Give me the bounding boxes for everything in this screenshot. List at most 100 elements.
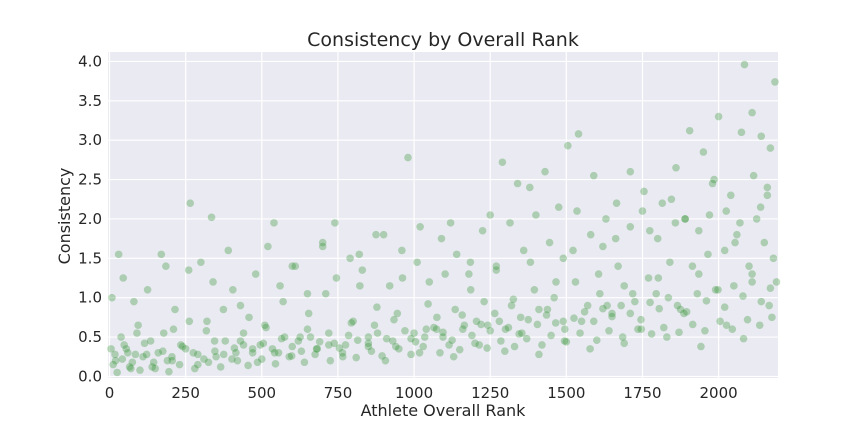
data-point [262, 323, 270, 332]
data-point [364, 342, 373, 351]
data-point [419, 342, 428, 351]
data-point [516, 313, 525, 322]
data-point [769, 254, 778, 263]
data-point [117, 333, 125, 341]
data-point [441, 270, 449, 278]
data-point [564, 141, 572, 150]
data-point [372, 230, 380, 239]
data-point [509, 295, 518, 304]
data-point [637, 315, 645, 324]
data-point [533, 320, 542, 329]
data-point [626, 309, 635, 318]
data-point [335, 344, 344, 352]
data-point [127, 364, 135, 373]
y-tick-label: 2.0 [78, 210, 102, 228]
data-point [561, 325, 569, 333]
data-point [221, 337, 230, 345]
data-point [118, 355, 127, 363]
data-point [524, 315, 533, 324]
data-point [169, 325, 178, 333]
data-point [681, 215, 689, 223]
data-point [233, 356, 242, 365]
data-point [297, 347, 306, 356]
data-point [451, 305, 459, 314]
data-point [432, 325, 441, 333]
data-point [733, 230, 741, 239]
data-point [680, 309, 688, 318]
data-point [772, 278, 781, 286]
data-point [631, 297, 639, 306]
data-point [640, 187, 648, 196]
data-point [311, 350, 319, 359]
data-point [466, 286, 475, 294]
data-point [570, 314, 578, 322]
data-point [652, 289, 660, 298]
data-point [239, 329, 248, 337]
data-point [515, 330, 523, 338]
data-point [766, 284, 775, 293]
data-point [163, 356, 172, 365]
data-point [212, 352, 220, 361]
data-point [315, 337, 324, 346]
grid-lines [108, 52, 778, 378]
data-point [108, 293, 116, 302]
data-point [131, 350, 140, 359]
data-point [123, 349, 132, 357]
data-point [574, 130, 583, 138]
data-point [279, 297, 287, 306]
data-point [586, 345, 594, 353]
data-point [401, 326, 409, 335]
data-point [411, 337, 420, 346]
data-point [219, 350, 228, 359]
data-point [140, 339, 149, 348]
data-point [525, 183, 534, 192]
data-point [599, 304, 607, 313]
data-point [268, 345, 277, 353]
data-point [288, 342, 297, 351]
data-point [603, 301, 611, 310]
data-point [347, 319, 356, 327]
data-point [200, 355, 208, 363]
x-tick-label: 1750 [623, 384, 661, 402]
data-point [644, 274, 653, 282]
data-point [755, 321, 764, 330]
data-point [757, 297, 766, 306]
data-point [530, 286, 539, 294]
data-point [390, 315, 398, 324]
x-tick-label: 0 [105, 384, 115, 402]
data-point [620, 282, 629, 290]
data-point [532, 211, 540, 219]
data-point [710, 175, 718, 184]
data-point [415, 349, 424, 357]
data-point [398, 246, 406, 255]
x-tick-label: 250 [171, 384, 200, 402]
data-point [398, 274, 407, 282]
data-point [410, 329, 418, 337]
data-point [439, 328, 447, 337]
data-point [422, 325, 431, 333]
data-point [702, 297, 711, 305]
data-point [664, 293, 673, 302]
data-point [676, 305, 685, 314]
data-point [672, 163, 680, 172]
data-point [618, 333, 627, 341]
data-point [146, 337, 155, 345]
data-point [569, 246, 577, 255]
data-point [666, 258, 674, 267]
data-point [522, 334, 531, 343]
x-tick-label: 1250 [471, 384, 509, 402]
data-point [181, 345, 190, 353]
data-point [186, 199, 195, 207]
data-point [270, 219, 278, 227]
data-point [142, 350, 151, 359]
x-axis-ticks: 0 250 500 750 1000 1250 1500 1750 2000 [105, 384, 738, 402]
data-point [430, 323, 438, 332]
data-point [445, 341, 453, 349]
data-point [654, 274, 663, 282]
data-point [526, 258, 535, 267]
data-point [736, 219, 744, 227]
data-point [321, 289, 330, 298]
data-point [425, 278, 434, 286]
data-point [344, 331, 353, 340]
data-point [287, 352, 296, 360]
